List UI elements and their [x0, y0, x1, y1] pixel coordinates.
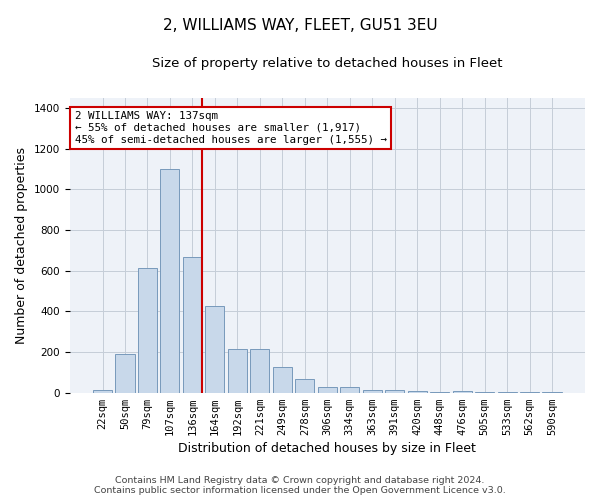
Bar — [295, 380, 314, 392]
Bar — [318, 387, 337, 392]
Bar — [340, 387, 359, 392]
Bar — [183, 256, 202, 392]
Text: 2 WILLIAMS WAY: 137sqm
← 55% of detached houses are smaller (1,917)
45% of semi-: 2 WILLIAMS WAY: 137sqm ← 55% of detached… — [74, 112, 386, 144]
Y-axis label: Number of detached properties: Number of detached properties — [15, 147, 28, 344]
Bar — [273, 368, 292, 392]
Text: Contains HM Land Registry data © Crown copyright and database right 2024.
Contai: Contains HM Land Registry data © Crown c… — [94, 476, 506, 495]
Bar — [452, 391, 472, 392]
Text: 2, WILLIAMS WAY, FLEET, GU51 3EU: 2, WILLIAMS WAY, FLEET, GU51 3EU — [163, 18, 437, 32]
Bar — [160, 169, 179, 392]
Bar — [205, 306, 224, 392]
Bar — [385, 390, 404, 392]
Bar — [407, 391, 427, 392]
Title: Size of property relative to detached houses in Fleet: Size of property relative to detached ho… — [152, 58, 503, 70]
Bar — [138, 268, 157, 392]
Bar — [93, 390, 112, 392]
X-axis label: Distribution of detached houses by size in Fleet: Distribution of detached houses by size … — [178, 442, 476, 455]
Bar — [250, 349, 269, 393]
Bar — [115, 354, 134, 393]
Bar — [228, 349, 247, 393]
Bar — [362, 390, 382, 392]
